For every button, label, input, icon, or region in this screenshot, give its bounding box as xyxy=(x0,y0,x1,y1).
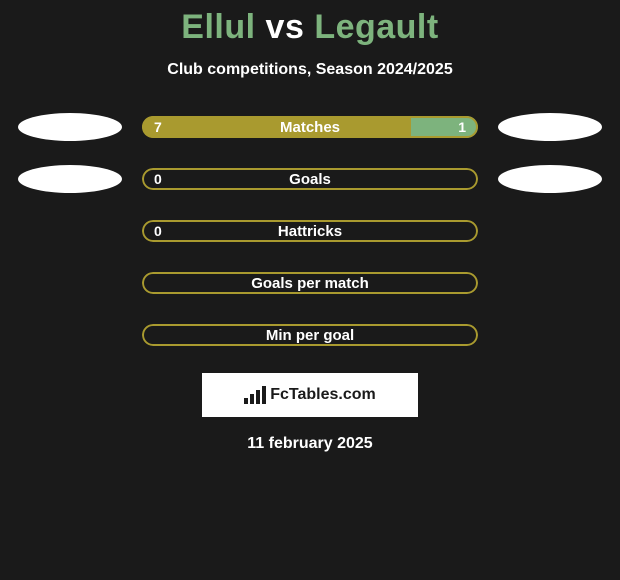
stat-label: Goals per match xyxy=(142,272,478,294)
stat-label: Min per goal xyxy=(142,324,478,346)
stat-value-left: 0 xyxy=(154,220,162,242)
stat-bar: Goals0 xyxy=(142,168,478,190)
logo-card[interactable]: FcTables.com xyxy=(202,373,418,417)
date-text: 11 february 2025 xyxy=(0,435,620,453)
player1-oval xyxy=(18,113,122,141)
page-title: Ellul vs Legault xyxy=(0,0,620,47)
stat-label: Goals xyxy=(142,168,478,190)
stat-value-right: 1 xyxy=(458,116,466,138)
stat-row: Goals0 xyxy=(0,165,620,193)
stat-row: Goals per match xyxy=(0,269,620,297)
bar-chart-icon xyxy=(244,386,266,404)
logo-text: FcTables.com xyxy=(270,386,376,404)
stat-bar: Min per goal xyxy=(142,324,478,346)
player1-name: Ellul xyxy=(181,8,255,46)
stat-row: Hattricks0 xyxy=(0,217,620,245)
stat-label: Matches xyxy=(142,116,478,138)
player1-oval xyxy=(18,165,122,193)
player2-oval xyxy=(498,165,602,193)
stat-bar: Goals per match xyxy=(142,272,478,294)
stat-value-left: 7 xyxy=(154,116,162,138)
stat-bar: Matches7 1 xyxy=(142,116,478,138)
stat-bar: Hattricks0 xyxy=(142,220,478,242)
stat-row: Min per goal xyxy=(0,321,620,349)
player2-oval xyxy=(498,113,602,141)
stat-row: Matches7 1 xyxy=(0,113,620,141)
stat-value-left: 0 xyxy=(154,168,162,190)
subtitle: Club competitions, Season 2024/2025 xyxy=(0,61,620,79)
stat-label: Hattricks xyxy=(142,220,478,242)
vs-text: vs xyxy=(266,8,305,46)
player2-name: Legault xyxy=(314,8,438,46)
